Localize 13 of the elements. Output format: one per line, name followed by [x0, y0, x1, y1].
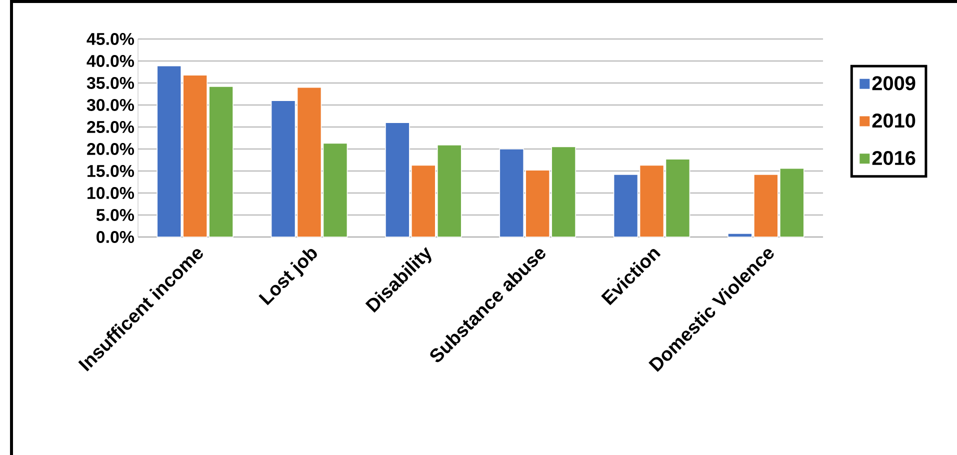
y-tick-label: 15.0%: [88, 164, 134, 177]
legend-label: 2009: [872, 76, 916, 90]
y-tick-label: 40.0%: [86, 54, 134, 67]
y-tick-label: 20.0%: [87, 142, 134, 155]
y-tick-label: 35.0%: [86, 76, 134, 89]
y-tick-label: 10.0%: [88, 186, 134, 199]
y-tick-label: 45.0%: [86, 32, 134, 45]
legend-label: 2016: [872, 150, 916, 166]
legend-label: 2010: [872, 114, 916, 128]
y-tick-label: 25.0%: [87, 120, 134, 133]
y-tick-label: 30.0%: [86, 98, 134, 111]
y-tick-label: 5.0%: [96, 208, 134, 221]
y-tick-label: 0.0%: [96, 230, 134, 243]
